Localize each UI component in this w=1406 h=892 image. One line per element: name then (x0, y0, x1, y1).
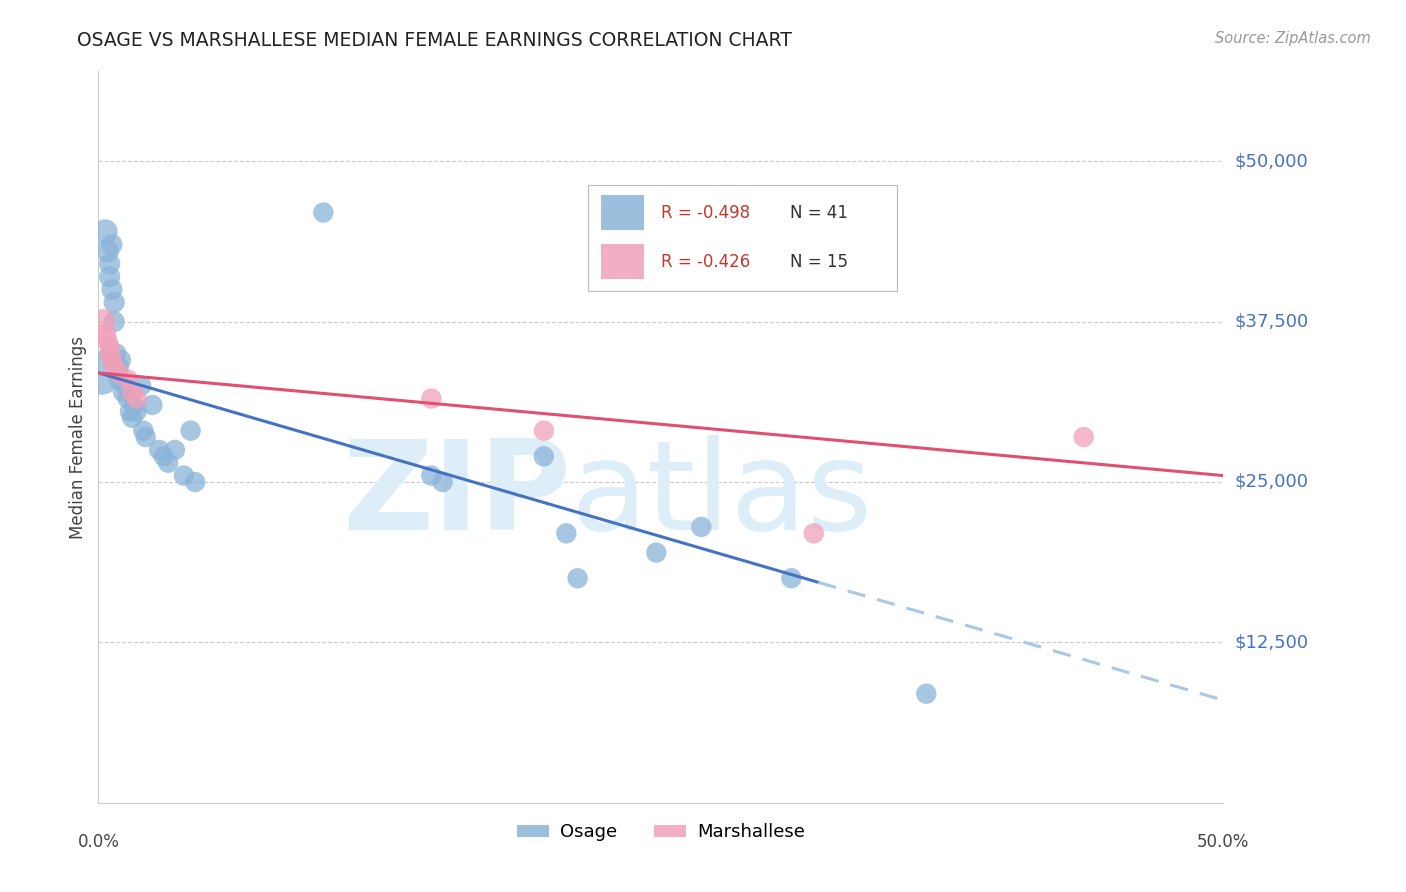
Point (107, 366, 129, 380)
Point (1073, 430, 1095, 444)
Point (141, 398, 163, 412)
Point (180, 424, 202, 438)
Point (690, 520, 713, 534)
Text: N = 15: N = 15 (790, 252, 848, 270)
Point (152, 450, 174, 464)
Point (135, 430, 157, 444)
Text: $37,500: $37,500 (1234, 312, 1309, 331)
Point (103, 315, 125, 329)
Point (101, 237, 124, 252)
Legend: Osage, Marshallese: Osage, Marshallese (510, 816, 811, 848)
Point (103, 359, 125, 374)
Point (91, 315, 114, 329)
Point (101, 353, 124, 368)
Point (105, 346, 128, 360)
Point (121, 385, 143, 400)
Point (420, 392, 443, 406)
Point (124, 398, 146, 412)
Point (132, 424, 155, 438)
Text: $25,000: $25,000 (1234, 473, 1309, 491)
Point (107, 372, 129, 386)
Point (780, 571, 803, 585)
Text: $50,000: $50,000 (1234, 153, 1308, 170)
Text: ZIP: ZIP (342, 435, 571, 556)
Point (98, 340, 121, 354)
Point (121, 410, 143, 425)
Point (98, 346, 121, 360)
Point (915, 687, 938, 701)
FancyBboxPatch shape (588, 185, 897, 291)
Point (118, 404, 141, 418)
Point (129, 378, 152, 392)
Text: $12,500: $12,500 (1234, 633, 1309, 651)
Point (112, 385, 135, 400)
Point (312, 205, 335, 219)
Point (114, 378, 136, 392)
Point (163, 442, 186, 457)
Point (420, 468, 443, 483)
Point (110, 353, 132, 368)
Point (90, 366, 112, 380)
Point (96, 244, 118, 258)
Point (117, 392, 139, 406)
Point (94, 327, 117, 342)
Text: 50.0%: 50.0% (1197, 833, 1250, 851)
Point (803, 526, 825, 541)
Point (157, 456, 180, 470)
Text: N = 41: N = 41 (790, 203, 848, 221)
Point (107, 359, 129, 374)
Point (103, 295, 125, 310)
Point (117, 372, 139, 386)
Point (101, 283, 124, 297)
Point (533, 450, 555, 464)
Text: OSAGE VS MARSHALLESE MEDIAN FEMALE EARNINGS CORRELATION CHART: OSAGE VS MARSHALLESE MEDIAN FEMALE EARNI… (77, 31, 792, 50)
Text: atlas: atlas (571, 435, 873, 556)
Point (555, 526, 578, 541)
Point (94, 225, 117, 239)
Point (96, 334, 118, 348)
Point (148, 442, 170, 457)
Text: 0.0%: 0.0% (77, 833, 120, 851)
Text: R = -0.498: R = -0.498 (661, 203, 749, 221)
Point (645, 545, 668, 559)
Point (98, 257, 121, 271)
Point (533, 424, 555, 438)
Point (125, 404, 148, 418)
Bar (602, 244, 644, 279)
Bar (602, 195, 644, 230)
Point (432, 475, 454, 489)
Point (184, 475, 207, 489)
Text: Source: ZipAtlas.com: Source: ZipAtlas.com (1215, 31, 1371, 46)
Text: R = -0.426: R = -0.426 (661, 252, 749, 270)
Point (125, 392, 148, 406)
Point (98, 269, 121, 284)
Point (567, 571, 589, 585)
Y-axis label: Median Female Earnings: Median Female Earnings (69, 335, 87, 539)
Point (173, 468, 195, 483)
